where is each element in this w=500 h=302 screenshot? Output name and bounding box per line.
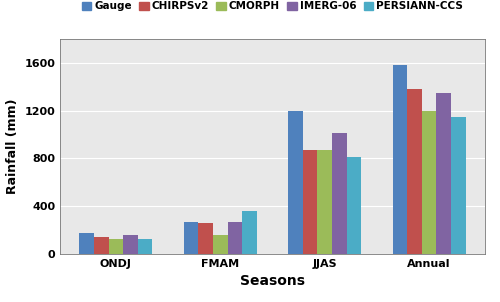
Legend: Gauge, CHIRPSv2, CMORPH, IMERG-06, PERSIANN-CCS: Gauge, CHIRPSv2, CMORPH, IMERG-06, PERSI…: [78, 0, 468, 16]
Bar: [198, 223, 213, 254]
Bar: [436, 93, 451, 254]
Bar: [184, 222, 198, 254]
Bar: [228, 222, 242, 254]
Bar: [392, 66, 407, 254]
Y-axis label: Rainfall (mm): Rainfall (mm): [6, 99, 18, 194]
X-axis label: Seasons: Seasons: [240, 274, 305, 288]
Bar: [332, 133, 346, 254]
Bar: [108, 239, 123, 254]
Bar: [242, 211, 257, 254]
Bar: [288, 111, 303, 254]
Bar: [451, 117, 466, 254]
Bar: [303, 150, 318, 254]
Bar: [123, 235, 138, 254]
Bar: [213, 235, 228, 254]
Bar: [318, 150, 332, 254]
Bar: [346, 157, 362, 254]
Bar: [94, 237, 108, 254]
Bar: [80, 233, 94, 254]
Bar: [138, 239, 152, 254]
Bar: [422, 111, 436, 254]
Bar: [407, 89, 422, 254]
